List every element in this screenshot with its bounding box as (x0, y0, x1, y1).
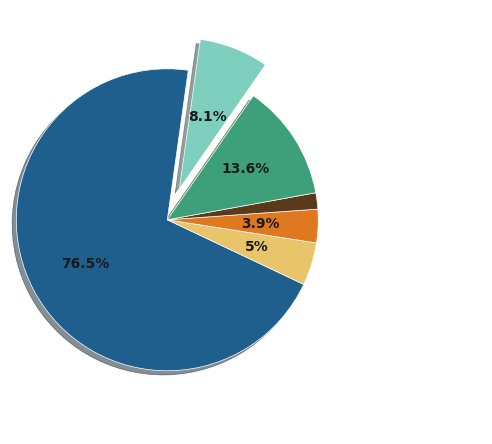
Text: 5%: 5% (245, 240, 269, 254)
Text: 76.5%: 76.5% (61, 257, 109, 271)
Wedge shape (167, 96, 316, 220)
Text: 8.1%: 8.1% (188, 110, 227, 124)
Text: 13.6%: 13.6% (222, 162, 270, 176)
Wedge shape (180, 40, 266, 189)
Wedge shape (167, 220, 316, 285)
Wedge shape (16, 69, 304, 371)
Wedge shape (167, 209, 318, 243)
Wedge shape (167, 193, 318, 220)
Text: 3.9%: 3.9% (242, 217, 280, 231)
